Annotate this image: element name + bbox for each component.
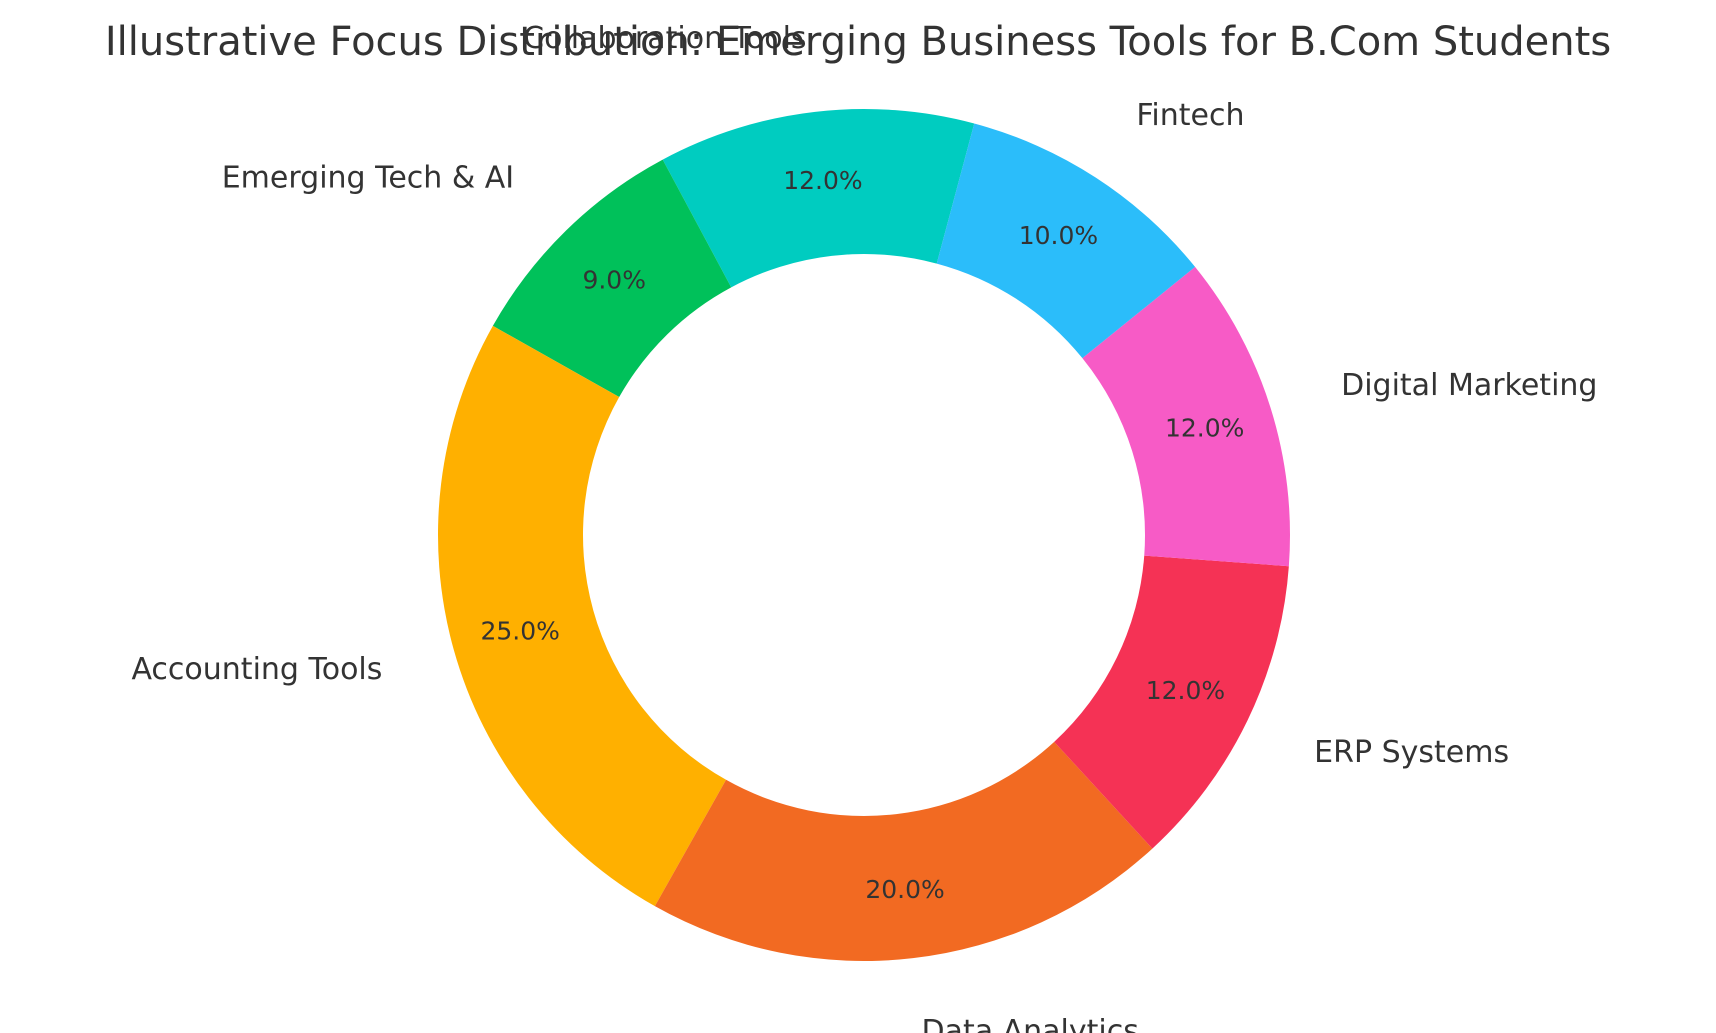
slice-collaboration-tools: [662, 109, 975, 288]
label-fintech: Fintech: [1136, 98, 1244, 133]
label-collaboration-tools: Collaboration Tools: [523, 21, 806, 56]
label-data-analytics: Data Analytics: [921, 1014, 1138, 1033]
percent-fintech: 10.0%: [1019, 221, 1098, 250]
slice-accounting-tools: [438, 325, 727, 907]
percent-accounting-tools: 25.0%: [480, 617, 559, 646]
percent-digital-marketing: 12.0%: [1165, 414, 1244, 443]
percent-data-analytics: 20.0%: [865, 875, 944, 904]
slice-fintech: [936, 123, 1196, 359]
slice-data-analytics: [654, 741, 1153, 962]
slices-group: [438, 109, 1290, 962]
label-digital-marketing: Digital Marketing: [1341, 368, 1597, 403]
label-emerging-tech-and-ai: Emerging Tech & AI: [222, 160, 514, 195]
label-erp-systems: ERP Systems: [1314, 735, 1509, 770]
slice-erp-systems: [1054, 555, 1289, 849]
chart-title: Illustrative Focus Distribution: Emergin…: [105, 19, 1611, 65]
percent-collaboration-tools: 12.0%: [783, 166, 862, 195]
label-accounting-tools: Accounting Tools: [131, 652, 382, 687]
percent-emerging-tech-and-ai: 9.0%: [582, 265, 646, 294]
slice-digital-marketing: [1082, 266, 1290, 567]
labels-group: Collaboration Tools 12.0% Emerging Tech & …: [131, 21, 1597, 1033]
percent-erp-systems: 12.0%: [1146, 676, 1225, 705]
slice-emerging-tech-and-ai: [492, 159, 732, 398]
